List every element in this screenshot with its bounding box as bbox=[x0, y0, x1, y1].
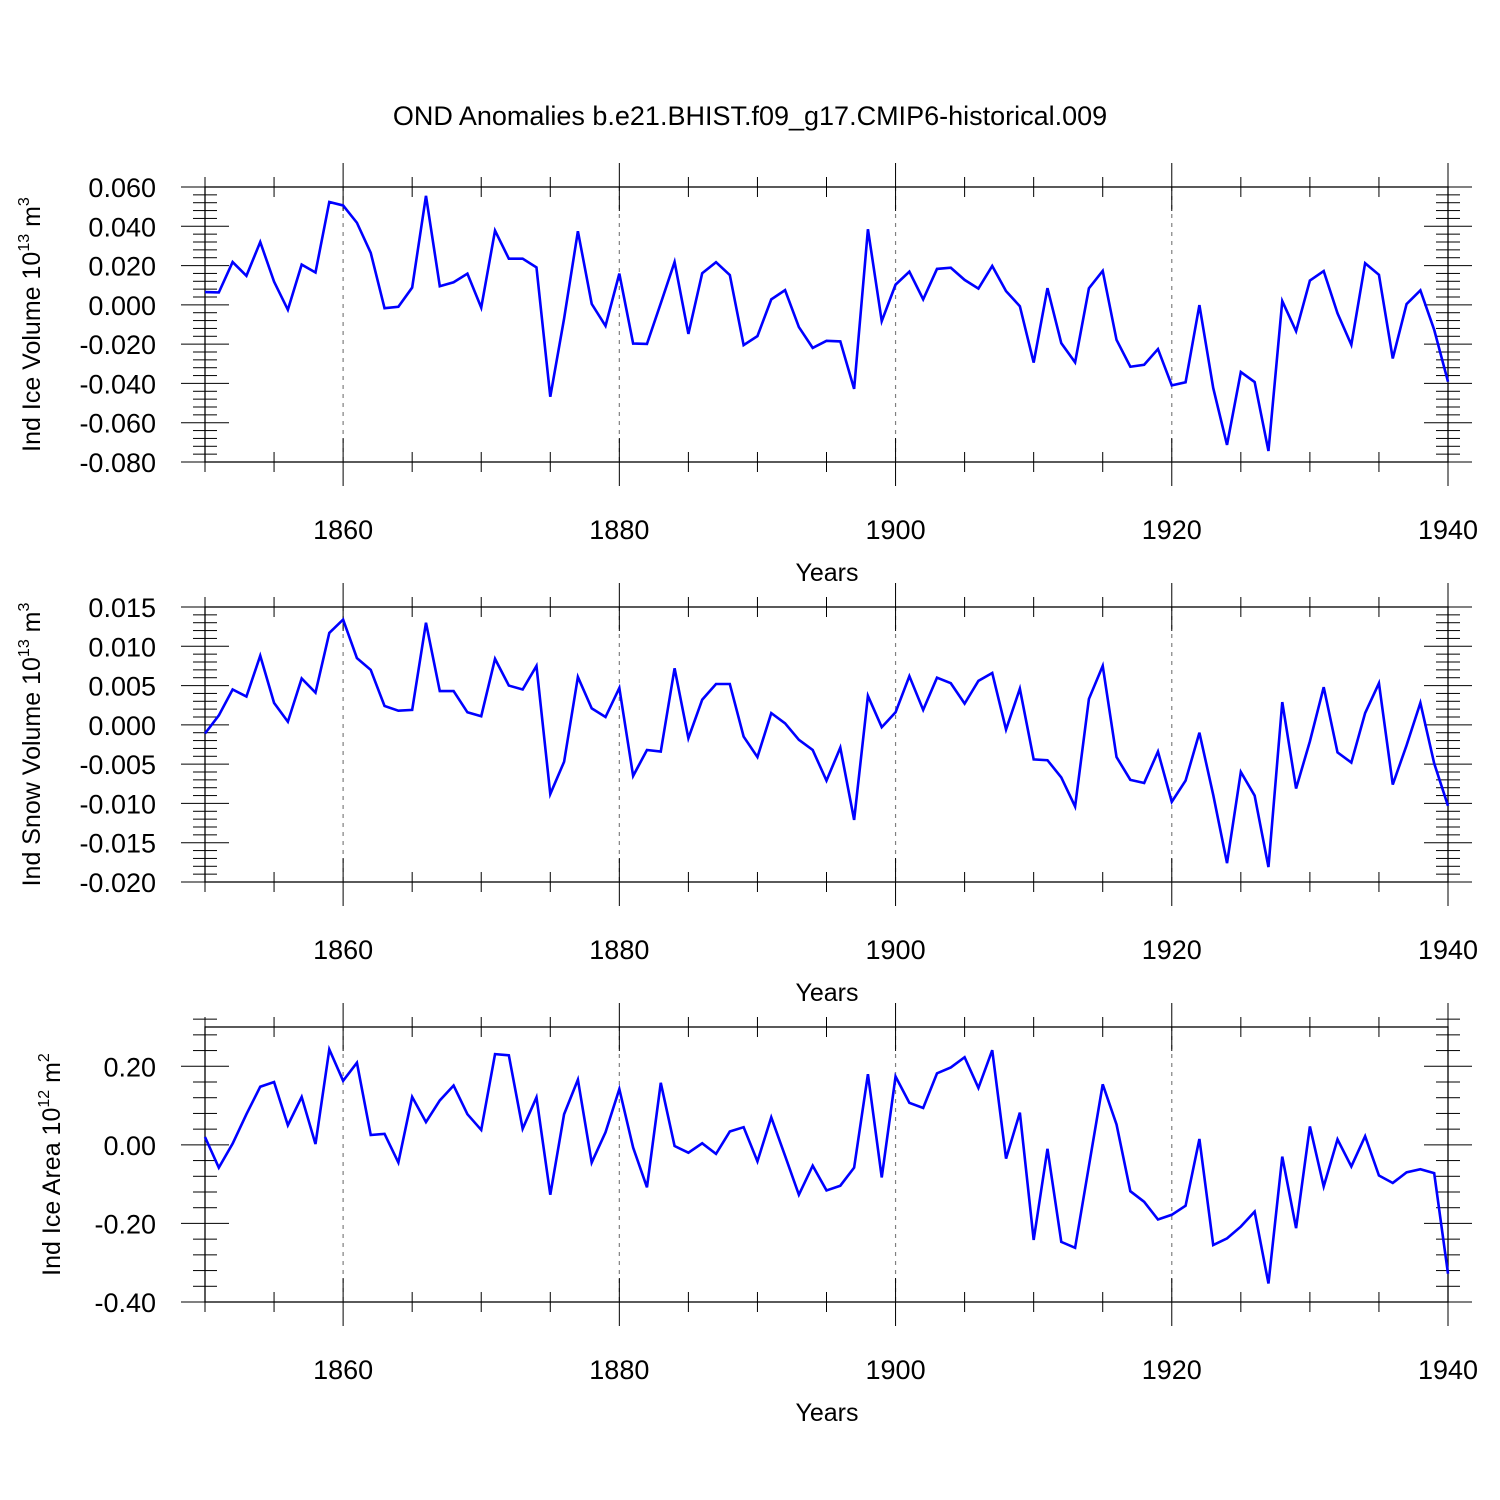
y-tick-label: -0.040 bbox=[79, 369, 156, 399]
y-tick-label: 0.020 bbox=[88, 252, 156, 282]
y-axis-label-text: Ind Ice Volume 10 bbox=[18, 252, 46, 452]
y-axis-label-exponent: 12 bbox=[36, 1090, 53, 1108]
y-axis-label-unit: m bbox=[38, 1062, 66, 1090]
x-axis-label: Years bbox=[795, 979, 858, 1007]
chart-panel-3: 0.20 0.00 -0.20 -0.40 1860 1880 1900 1920 1940 Ye… bbox=[36, 1003, 1478, 1427]
x-tick-label: 1900 bbox=[866, 1355, 926, 1385]
y-tick-label: -0.005 bbox=[79, 750, 156, 780]
y-tick-label: -0.060 bbox=[79, 409, 156, 439]
series-line bbox=[203, 1044, 1450, 1284]
x-tick-label: 1880 bbox=[589, 515, 649, 545]
x-tick-label: 1940 bbox=[1418, 1355, 1478, 1385]
x-tick-label: 1900 bbox=[866, 935, 926, 965]
x-tick-label: 1940 bbox=[1418, 515, 1478, 545]
x-tick-label: 1880 bbox=[589, 1355, 649, 1385]
y-axis-label: Ind Snow Volume 1013 m3 bbox=[16, 603, 46, 887]
y-axis-label-unit: m bbox=[18, 206, 46, 234]
x-tick-label: 1920 bbox=[1142, 515, 1202, 545]
y-axis-label-unit: m bbox=[18, 612, 46, 640]
x-axis-label: Years bbox=[795, 1399, 858, 1427]
plot-frame bbox=[204, 1026, 1449, 1303]
series-line bbox=[204, 195, 1450, 452]
x-axis-label: Years bbox=[795, 559, 858, 587]
y-tick-label: 0.040 bbox=[88, 212, 156, 242]
series-line bbox=[203, 617, 1450, 868]
x-tick-label: 1900 bbox=[866, 515, 926, 545]
chart-panel-1: 0.060 0.040 0.020 0.000 -0.020 -0.040 -0.060 -0… bbox=[16, 163, 1478, 587]
panels: 0.060 0.040 0.020 0.000 -0.020 -0.040 -0.060 -0… bbox=[16, 163, 1478, 1427]
chart-panel-2: 0.015 0.010 0.005 0.000 -0.005 -0.010 -0.015 -0… bbox=[16, 583, 1478, 1007]
y-tick-label: 0.010 bbox=[88, 632, 156, 662]
x-tick-label: 1860 bbox=[313, 1355, 373, 1385]
y-tick-label: 0.00 bbox=[103, 1131, 156, 1161]
y-tick-label: -0.020 bbox=[79, 868, 156, 898]
x-tick-label: 1860 bbox=[313, 515, 373, 545]
y-axis-label-exponent: 13 bbox=[16, 639, 33, 657]
y-tick-label: 0.000 bbox=[88, 291, 156, 321]
y-axis-label: Ind Ice Area 1012 m2 bbox=[36, 1053, 66, 1276]
y-tick-label: 0.000 bbox=[88, 711, 156, 741]
y-axis-label-unit-exponent: 2 bbox=[36, 1053, 53, 1062]
x-tick-label: 1920 bbox=[1142, 1355, 1202, 1385]
y-tick-label: -0.20 bbox=[94, 1209, 156, 1239]
chart-title: OND Anomalies b.e21.BHIST.f09_g17.CMIP6-… bbox=[393, 101, 1107, 131]
y-tick-label: -0.020 bbox=[79, 330, 156, 360]
x-tick-label: 1940 bbox=[1418, 935, 1478, 965]
y-tick-label: -0.40 bbox=[94, 1288, 156, 1318]
y-axis-label-exponent: 13 bbox=[16, 234, 33, 252]
y-axis-label-unit-exponent: 3 bbox=[16, 603, 33, 612]
y-axis-label-text: Ind Snow Volume 10 bbox=[18, 657, 46, 886]
y-axis-label-unit-exponent: 3 bbox=[16, 197, 33, 206]
y-tick-label: 0.015 bbox=[88, 593, 156, 623]
plot-frame bbox=[204, 606, 1449, 883]
y-axis-label: Ind Ice Volume 1013 m3 bbox=[16, 197, 46, 452]
x-tick-label: 1860 bbox=[313, 935, 373, 965]
y-tick-label: -0.015 bbox=[79, 829, 156, 859]
y-tick-label: 0.060 bbox=[88, 173, 156, 203]
y-tick-label: -0.010 bbox=[79, 789, 156, 819]
x-tick-label: 1880 bbox=[589, 935, 649, 965]
y-axis-label-text: Ind Ice Area 10 bbox=[38, 1108, 66, 1276]
x-tick-label: 1920 bbox=[1142, 935, 1202, 965]
y-tick-label: -0.080 bbox=[79, 448, 156, 478]
y-tick-label: 0.20 bbox=[103, 1052, 156, 1082]
plot-frame bbox=[204, 186, 1449, 463]
y-tick-label: 0.005 bbox=[88, 672, 156, 702]
